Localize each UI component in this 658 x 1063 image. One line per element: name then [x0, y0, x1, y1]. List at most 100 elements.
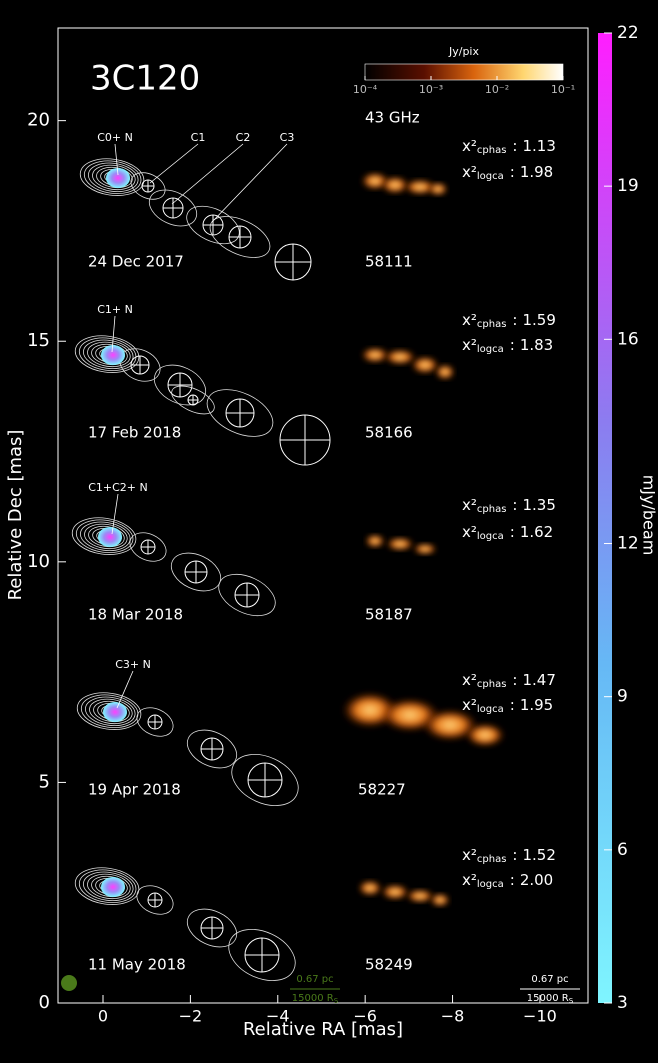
- component-label: C1+ N: [97, 303, 133, 316]
- frequency: 43 GHz: [365, 109, 420, 127]
- chi-value: 1.47: [522, 671, 555, 689]
- core-emission: [101, 877, 125, 897]
- colorbar-tick-label: 19: [617, 176, 639, 196]
- emission: [384, 349, 416, 365]
- image-colorbar-tick-label: 10⁻⁴: [353, 83, 378, 96]
- y-tick-label: 5: [39, 771, 50, 792]
- scale-equivalent: 15000 RS: [292, 993, 339, 1005]
- colorbar-label: mJy/beam: [640, 475, 658, 556]
- chi-symbol: x²: [462, 671, 477, 689]
- scale-length: 0.67 pc: [296, 974, 333, 985]
- chi-value: 1.83: [520, 336, 553, 354]
- chi-term: cphas: [477, 319, 507, 330]
- chi-separator: :: [512, 671, 517, 689]
- chi-separator: :: [510, 871, 515, 889]
- component-label: C1: [191, 131, 206, 144]
- colorbar-tick-label: 16: [617, 329, 639, 349]
- chi-term: cphas: [477, 504, 507, 515]
- chi-value: 1.13: [522, 137, 555, 155]
- scale-equivalent-text: 15000 R: [292, 993, 334, 1004]
- chi-term: cphas: [477, 145, 507, 156]
- chi-symbol: x²: [462, 496, 477, 514]
- scale-equivalent-sub: S: [334, 997, 339, 1005]
- colorbar-tick-label: 12: [617, 534, 639, 554]
- emission: [365, 534, 385, 548]
- component-label: C2: [236, 131, 251, 144]
- scale-length: 0.67 pc: [531, 974, 568, 985]
- chi-term: logca: [477, 344, 504, 355]
- epoch-mjd: 58166: [365, 424, 413, 442]
- epoch-date: 17 Feb 2018: [88, 424, 181, 442]
- x-tick-label: −10: [523, 1007, 557, 1026]
- core-emission: [101, 345, 125, 365]
- x-tick-label: 0: [98, 1007, 108, 1026]
- chi-symbol: x²: [462, 871, 477, 889]
- y-tick-label: 10: [27, 551, 50, 572]
- chi-symbol: x²: [462, 696, 477, 714]
- core-emission: [103, 702, 127, 722]
- scale-equivalent: 15000 RS: [527, 993, 574, 1005]
- component-label: C0+ N: [97, 131, 133, 144]
- epoch-date: 11 May 2018: [88, 956, 186, 974]
- colorbar-tick-label: 3: [617, 993, 628, 1013]
- emission: [358, 880, 382, 896]
- plot-frame: [58, 28, 588, 1003]
- chi-separator: :: [512, 846, 517, 864]
- chi-separator: :: [510, 696, 515, 714]
- emission: [386, 537, 414, 551]
- colorbar-tick-label: 9: [617, 687, 628, 707]
- x-tick-label: −6: [353, 1007, 377, 1026]
- colorbar: [598, 33, 612, 1003]
- emission: [413, 543, 437, 555]
- chi-symbol: x²: [462, 311, 477, 329]
- emission: [430, 893, 450, 907]
- emission: [465, 723, 505, 747]
- emission: [381, 884, 409, 900]
- image-colorbar-label: Jy/pix: [448, 45, 479, 58]
- source-name: 3C120: [90, 59, 200, 99]
- chi-value: 1.98: [520, 163, 553, 181]
- chi-separator: :: [512, 311, 517, 329]
- emission: [435, 364, 455, 380]
- emission: [428, 182, 448, 196]
- image-colorbar-tick-label: 10⁻¹: [551, 83, 575, 96]
- chi-value: 1.35: [522, 496, 555, 514]
- chi-value: 2.00: [520, 871, 553, 889]
- epoch-mjd: 58187: [365, 606, 413, 624]
- chi-symbol: x²: [462, 163, 477, 181]
- epoch-mjd: 58227: [358, 781, 406, 799]
- x-tick-label: −8: [441, 1007, 465, 1026]
- component-label: C1+C2+ N: [88, 481, 148, 494]
- image-colorbar: [365, 64, 563, 80]
- y-axis-label: Relative Dec [mas]: [5, 430, 26, 601]
- y-tick-label: 15: [27, 330, 50, 351]
- chi-term: cphas: [477, 854, 507, 865]
- scale-equivalent-text: 15000 R: [527, 993, 569, 1004]
- scale-equivalent-sub: S: [569, 997, 574, 1005]
- core-emission: [98, 527, 122, 547]
- epoch-date: 18 Mar 2018: [88, 606, 183, 624]
- chi-separator: :: [512, 496, 517, 514]
- component-label: C3+ N: [115, 658, 151, 671]
- chi-symbol: x²: [462, 336, 477, 354]
- chi-term: logca: [477, 531, 504, 542]
- chi-term: logca: [477, 704, 504, 715]
- y-tick-label: 0: [39, 992, 50, 1013]
- epoch-date: 24 Dec 2017: [88, 253, 184, 271]
- beam-dot: [61, 975, 77, 991]
- chi-separator: :: [512, 137, 517, 155]
- emission: [406, 889, 434, 903]
- image-colorbar-tick-label: 10⁻³: [419, 83, 443, 96]
- epoch-date: 19 Apr 2018: [88, 781, 181, 799]
- component-label: C3: [280, 131, 295, 144]
- epoch-mjd: 58111: [365, 253, 413, 271]
- image-colorbar-tick-label: 10⁻²: [485, 83, 509, 96]
- chi-separator: :: [510, 523, 515, 541]
- chi-value: 1.62: [520, 523, 553, 541]
- emission: [411, 356, 439, 374]
- x-tick-label: −4: [266, 1007, 290, 1026]
- figure: 3C120 43 GHz Relative RA [mas] Relative …: [0, 0, 658, 1059]
- chi-symbol: x²: [462, 846, 477, 864]
- epoch-mjd: 58249: [365, 956, 413, 974]
- colorbar-tick-label: 6: [617, 840, 628, 860]
